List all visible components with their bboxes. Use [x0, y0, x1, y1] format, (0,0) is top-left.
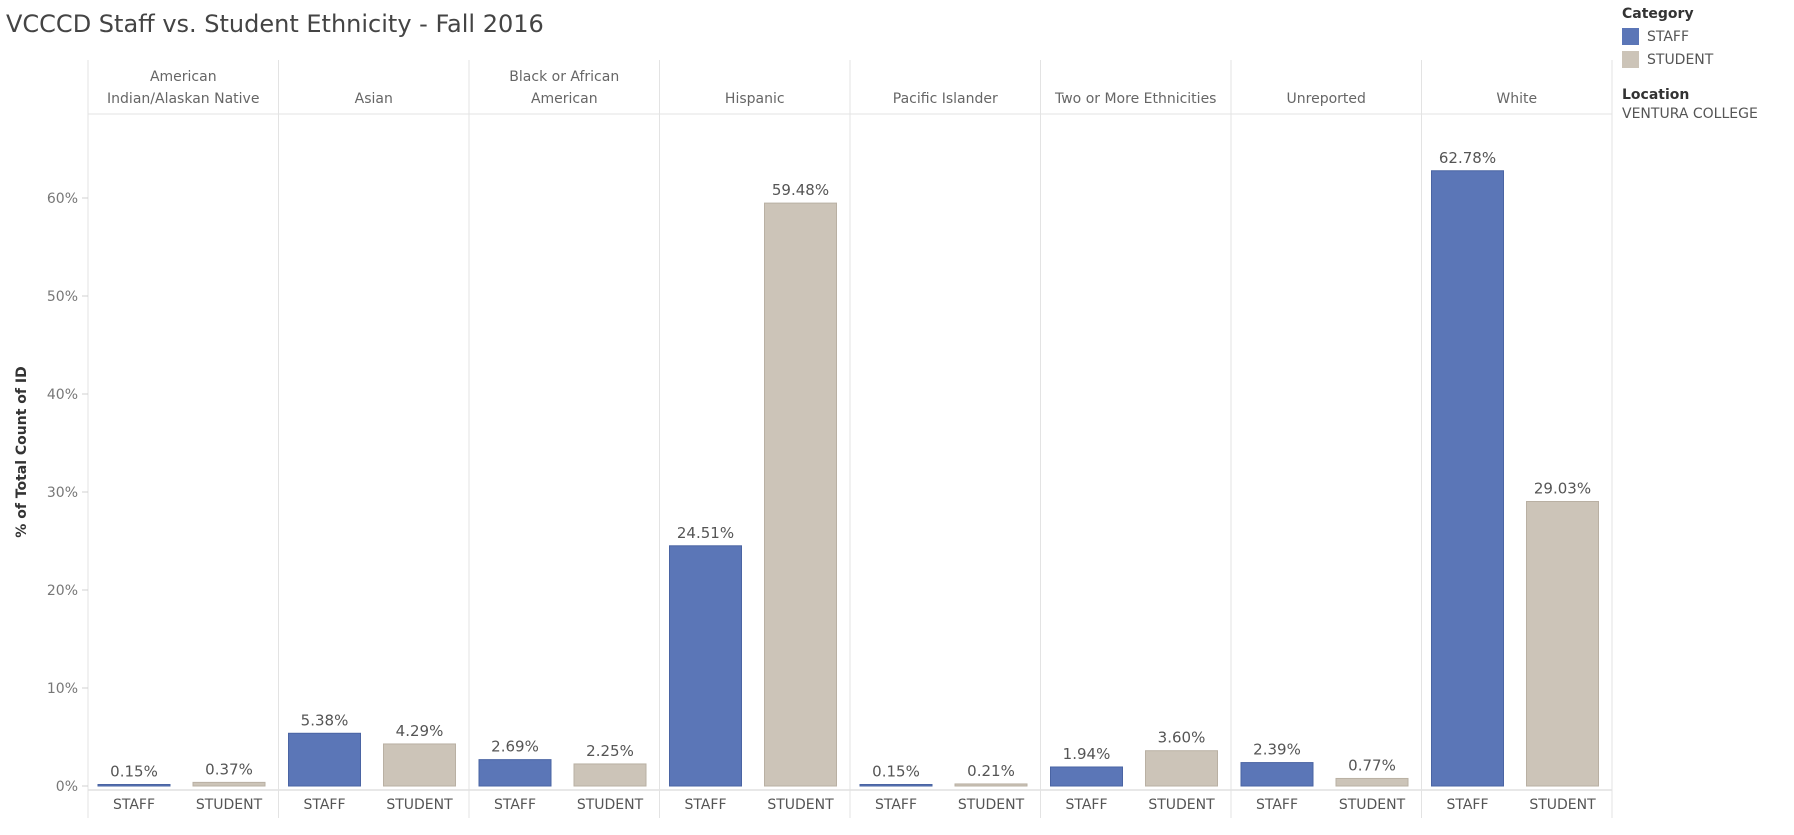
data-label: 29.03% [1534, 480, 1591, 498]
category-tick-label: STUDENT [958, 797, 1025, 813]
data-label: 0.15% [872, 763, 920, 781]
y-tick-label: 20% [47, 583, 78, 599]
y-tick-label: 0% [56, 779, 78, 795]
data-label: 62.78% [1439, 149, 1496, 167]
bar-staff [478, 759, 552, 787]
legend-label-staff: STAFF [1647, 28, 1690, 45]
category-tick-label: STAFF [494, 797, 536, 813]
data-label: 1.94% [1063, 745, 1111, 763]
data-label: 4.29% [396, 722, 444, 740]
bar-staff [288, 732, 361, 787]
category-tick-label: STAFF [875, 797, 917, 813]
data-label: 0.15% [110, 763, 158, 781]
group-header-label: Two or More Ethnicities [1054, 91, 1216, 107]
data-label: 2.25% [586, 742, 634, 760]
data-label: 2.39% [1253, 741, 1301, 759]
category-tick-label: STAFF [1256, 797, 1298, 813]
bar-student [1526, 501, 1599, 787]
data-label: 0.77% [1348, 756, 1396, 774]
y-tick-label: 10% [47, 681, 78, 697]
bar-staff [97, 784, 171, 787]
category-tick-label: STUDENT [767, 797, 834, 813]
group-header-label: American [150, 69, 217, 85]
category-tick-label: STAFF [1446, 797, 1488, 813]
category-tick-label: STUDENT [1148, 797, 1215, 813]
category-tick-label: STUDENT [577, 797, 644, 813]
legend-item-staff[interactable]: STAFF [1622, 25, 1758, 48]
data-label: 5.38% [301, 711, 349, 729]
y-tick-label: 30% [47, 485, 78, 501]
legend-title: Category [1622, 6, 1694, 22]
bar-student [764, 202, 837, 787]
bar-staff [1431, 170, 1504, 787]
category-tick-label: STUDENT [196, 797, 263, 813]
data-label: 0.21% [967, 762, 1015, 780]
bar-staff [859, 784, 933, 787]
category-tick-label: STAFF [113, 797, 155, 813]
data-label: 0.37% [205, 760, 253, 778]
group-header-label: American [531, 91, 598, 107]
legend-label-student: STUDENT [1647, 51, 1714, 68]
bar-staff [669, 545, 742, 787]
chart-title: VCCCD Staff vs. Student Ethnicity - Fall… [6, 10, 544, 38]
legend-item-student[interactable]: STUDENT [1622, 48, 1758, 71]
data-label: 2.69% [491, 738, 539, 756]
group-header-label: Indian/Alaskan Native [107, 91, 259, 107]
y-tick-label: 40% [47, 387, 78, 403]
group-header-label: Asian [355, 91, 393, 107]
bar-staff [1240, 762, 1314, 787]
group-header-label: White [1496, 91, 1537, 107]
group-header-label: Hispanic [725, 91, 785, 107]
bar-student [954, 783, 1028, 787]
category-tick-label: STUDENT [386, 797, 453, 813]
group-header-label: Black or African [509, 69, 619, 85]
bar-staff [1050, 766, 1123, 787]
category-tick-label: STUDENT [1529, 797, 1596, 813]
bar-student [1335, 777, 1409, 787]
group-header-label: Pacific Islander [893, 91, 998, 107]
bar-student [383, 743, 456, 787]
data-label: 59.48% [772, 181, 829, 199]
location-filter-value[interactable]: VENTURA COLLEGE [1622, 106, 1758, 122]
bar-student [1145, 750, 1218, 787]
bar-student [573, 763, 647, 787]
category-tick-label: STUDENT [1339, 797, 1406, 813]
bar-student [192, 781, 266, 787]
data-label: 24.51% [677, 524, 734, 542]
y-tick-label: 50% [47, 289, 78, 305]
location-title: Location [1622, 87, 1690, 103]
legend-swatch-staff [1622, 28, 1639, 45]
y-axis-title: % of Total Count of ID [14, 366, 30, 537]
legend-swatch-student [1622, 51, 1639, 68]
category-tick-label: STAFF [684, 797, 726, 813]
category-tick-label: STAFF [1065, 797, 1107, 813]
data-label: 3.60% [1158, 729, 1206, 747]
group-header-label: Unreported [1287, 91, 1366, 107]
legend: Category STAFF STUDENT Location VENTURA … [1622, 6, 1758, 122]
y-tick-label: 60% [47, 191, 78, 207]
category-tick-label: STAFF [303, 797, 345, 813]
